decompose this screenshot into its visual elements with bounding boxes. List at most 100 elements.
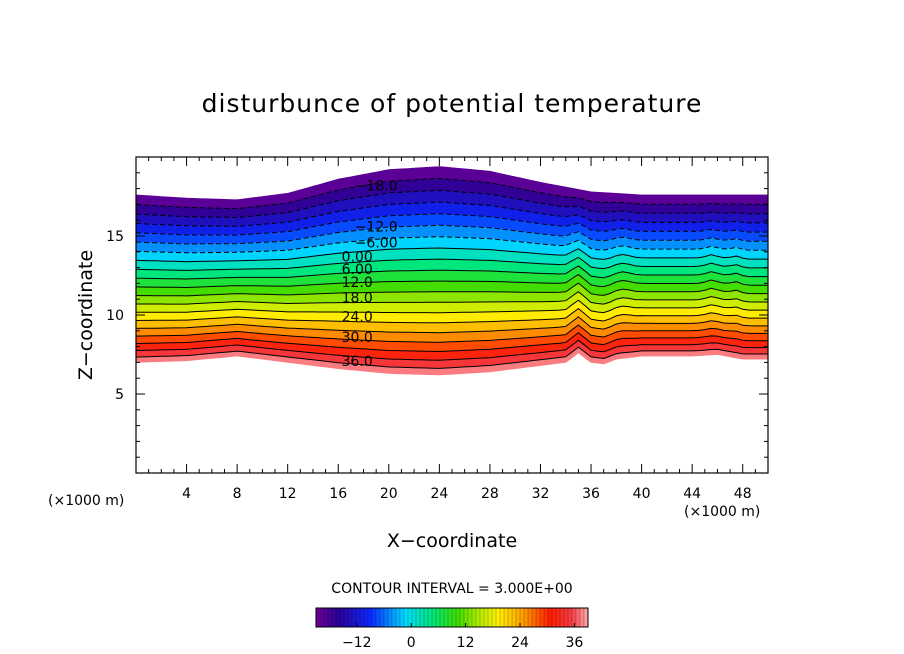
contour-line (136, 299, 768, 314)
colorbar-cell (376, 608, 381, 627)
colorbar-cell (372, 608, 377, 627)
colorbar-cell (392, 608, 397, 627)
contour-line (136, 324, 768, 343)
y-tick-label: 15 (106, 229, 124, 245)
colorbar-cell (380, 608, 385, 627)
colorbar-tick-label: −12 (342, 635, 372, 651)
contour-label: 30.0 (342, 330, 373, 346)
colorbar-cell (564, 608, 569, 627)
x-unit-left: (×1000 m) (48, 493, 124, 509)
colorbar-cell (340, 608, 345, 627)
colorbar-cell (396, 608, 401, 627)
colorbar-cell (428, 608, 433, 627)
colorbar-cell (388, 608, 393, 627)
colorbar-cell (528, 608, 533, 627)
colorbar-cell (436, 608, 441, 627)
y-tick-label: 5 (115, 387, 124, 403)
colorbar-cell (456, 608, 461, 627)
colorbar-cell (416, 608, 421, 627)
x-tick-label: 20 (380, 486, 398, 502)
contour-line (136, 213, 768, 236)
colorbar-cell (584, 608, 589, 627)
colorbar-cell (448, 608, 453, 627)
colorbar-cell (360, 608, 365, 627)
contour-line (136, 282, 768, 297)
x-tick-label: 24 (430, 486, 448, 502)
contour-line (136, 307, 768, 324)
y-axis-ticks: 5 10 15 (106, 156, 768, 474)
colorbar-cell (348, 608, 353, 627)
colorbar-cell (484, 608, 489, 627)
colorbar-tick-label: 12 (457, 635, 475, 651)
colorbar-cell (480, 608, 485, 627)
colorbar-tick-label: 0 (407, 635, 416, 651)
colorbar-cell (488, 608, 493, 627)
colorbar-cell (368, 608, 373, 627)
colorbar-cell (332, 608, 337, 627)
contour-line (136, 265, 768, 280)
colorbar-cell (432, 608, 437, 627)
contour-line (136, 177, 768, 210)
contour-line (136, 332, 768, 353)
colorbar-cell (580, 608, 585, 627)
colorbar-cell (404, 608, 409, 627)
colorbar-cell (572, 608, 577, 627)
contour-line (136, 247, 768, 263)
colorbar-cell (540, 608, 545, 627)
x-tick-label: 16 (329, 486, 347, 502)
colorbar-cell (408, 608, 413, 627)
x-tick-label: 48 (734, 486, 752, 502)
contour-line (136, 256, 768, 271)
colorbar-cell (320, 608, 325, 627)
contour-label: 12.0 (342, 275, 373, 291)
colorbar-cell (352, 608, 357, 627)
x-tick-label: 36 (582, 486, 600, 502)
colorbar-cell (552, 608, 557, 627)
colorbar-cell (384, 608, 389, 627)
colorbar-cell (364, 608, 369, 627)
x-axis-label: X−coordinate (387, 530, 517, 552)
colorbar-frame (315, 607, 589, 628)
contour-label: 24.0 (342, 310, 373, 326)
colorbar-ticks: −12 0 12 24 36 (342, 623, 583, 651)
contour-line (136, 224, 768, 245)
colorbar-cell (328, 608, 333, 627)
x-tick-label: 32 (532, 486, 550, 502)
contour-label: 36.0 (342, 354, 373, 370)
colorbar-cell (336, 608, 341, 627)
colorbar-cell (440, 608, 445, 627)
colorbar-cell (452, 608, 457, 627)
x-tick-label: 44 (683, 486, 701, 502)
colorbar-cell (420, 608, 425, 627)
colorbar-cell (412, 608, 417, 627)
colorbar-cell (356, 608, 361, 627)
colorbar-cell (532, 608, 537, 627)
contour-label: −6.00 (355, 235, 398, 251)
contour-label: 0.00 (342, 250, 373, 266)
colorbar-cell (500, 608, 505, 627)
contour-label: −18.0 (355, 178, 398, 194)
colorbar-cell (316, 608, 321, 627)
colorbar-cell (536, 608, 541, 627)
colorbar-cell (468, 608, 473, 627)
x-tick-label: 28 (481, 486, 499, 502)
colorbar-cell (516, 608, 521, 627)
contour-line (136, 201, 768, 227)
contour-line (136, 273, 768, 289)
contour-line (136, 236, 768, 254)
colorbar-cell (560, 608, 565, 627)
colorbar-cell (460, 608, 465, 627)
contour-line (136, 346, 768, 369)
colorbar-cell (492, 608, 497, 627)
y-tick-label: 10 (106, 308, 124, 324)
contour-interval-text: CONTOUR INTERVAL = 3.000E+00 (331, 581, 572, 597)
colorbar-cell (512, 608, 517, 627)
colorbar-cell (568, 608, 573, 627)
x-tick-label: 4 (182, 486, 191, 502)
x-tick-label: 12 (279, 486, 297, 502)
contour-line (136, 189, 768, 219)
y-axis-label: Z−coordinate (75, 250, 97, 380)
colorbar-cell (576, 608, 581, 627)
contour-label: −12.0 (355, 220, 398, 236)
